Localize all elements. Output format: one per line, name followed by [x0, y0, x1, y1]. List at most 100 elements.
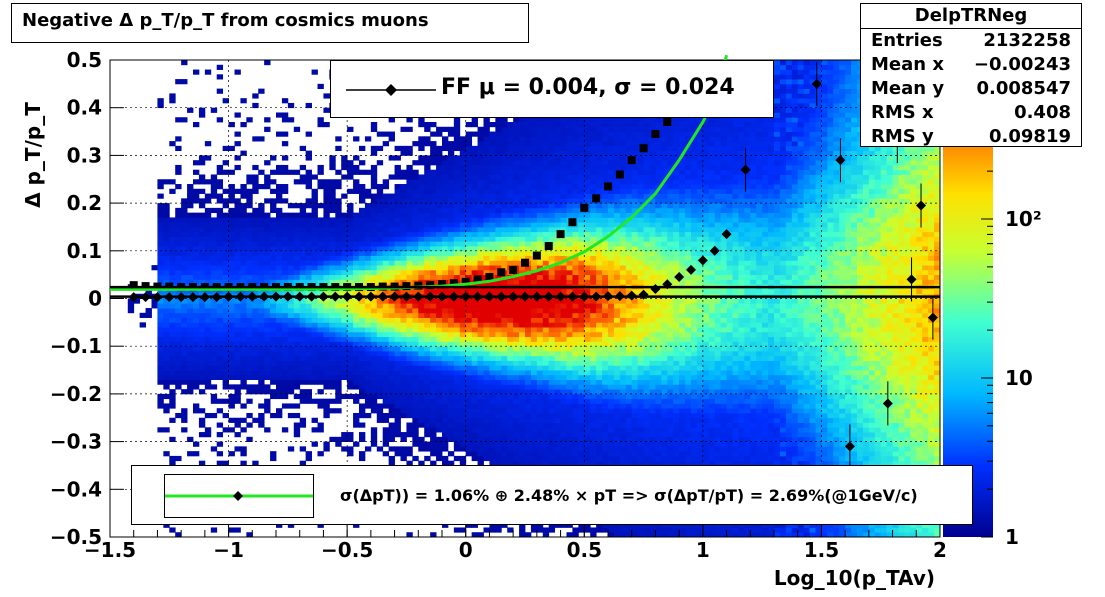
- heatmap-cell: [329, 346, 336, 352]
- heatmap-cell: [548, 412, 556, 419]
- heatmap-cell: [471, 122, 478, 128]
- heatmap-cell: [572, 455, 579, 462]
- heatmap-cell: [572, 308, 579, 314]
- heatmap-cell: [424, 417, 431, 423]
- heatmap-cell: [204, 327, 212, 333]
- heatmap-cell: [584, 241, 591, 247]
- heatmap-cell: [181, 246, 188, 252]
- heatmap-cell: [323, 298, 330, 304]
- heatmap-cell: [323, 350, 330, 357]
- heatmap-cell: [495, 279, 502, 285]
- heatmap-cell: [560, 303, 567, 309]
- heatmap-cell: [453, 398, 461, 404]
- heatmap-cell: [187, 184, 194, 190]
- heatmap-cell: [560, 336, 567, 342]
- heatmap-cell: [554, 269, 561, 276]
- heatmap-cell: [536, 141, 544, 147]
- heatmap-cell: [489, 327, 496, 333]
- heatmap-cell: [222, 226, 229, 233]
- heatmap-cell: [394, 217, 401, 223]
- heatmap-cell: [388, 246, 395, 252]
- heatmap-cell: [329, 379, 336, 385]
- heatmap-cell: [270, 341, 277, 347]
- heatmap-cell: [228, 346, 235, 352]
- heatmap-cell: [412, 198, 419, 204]
- heatmap-cell: [430, 188, 437, 194]
- heatmap-cell: [400, 279, 407, 285]
- heatmap-cell: [311, 360, 318, 366]
- heatmap-cell: [317, 303, 324, 309]
- heatmap-cell: [465, 432, 473, 438]
- heatmap-cell: [276, 308, 283, 314]
- heatmap-cell: [530, 336, 538, 342]
- heatmap-cell: [442, 432, 449, 438]
- heatmap-cell: [507, 141, 514, 147]
- heatmap-cell: [193, 360, 200, 366]
- heatmap-cell: [477, 184, 484, 190]
- heatmap-cell: [169, 312, 176, 318]
- heatmap-cell: [483, 226, 490, 233]
- heatmap-cell: [287, 403, 295, 409]
- heatmap-cell: [412, 360, 419, 366]
- heatmap-cell: [264, 179, 271, 185]
- heatmap-cell: [554, 298, 561, 304]
- heatmap-cell: [477, 532, 484, 538]
- heatmap-cell: [204, 222, 212, 228]
- heatmap-cell: [228, 226, 235, 233]
- heatmap-cell: [447, 327, 455, 333]
- heatmap-cell: [412, 327, 419, 333]
- heatmap-cell: [400, 288, 407, 295]
- heatmap-cell: [566, 136, 573, 142]
- heatmap-cell: [376, 203, 384, 209]
- heatmap-cell: [329, 298, 336, 304]
- heatmap-cell: [465, 393, 473, 400]
- heatmap-cell: [465, 384, 473, 390]
- heatmap-cell: [566, 336, 573, 342]
- heatmap-cell: [548, 308, 556, 314]
- heatmap-cell: [388, 174, 395, 180]
- heatmap-cell: [578, 422, 585, 428]
- heatmap-cell: [276, 279, 283, 285]
- heatmap-cell: [353, 250, 360, 256]
- heatmap-cell: [430, 389, 437, 395]
- heatmap-cell: [590, 527, 597, 533]
- heatmap-cell: [287, 336, 295, 342]
- heatmap-cell: [418, 255, 425, 261]
- heatmap-cell: [501, 222, 508, 228]
- heatmap-cell: [287, 217, 295, 223]
- heatmap-cell: [341, 432, 348, 438]
- heatmap-cell: [216, 88, 224, 94]
- heatmap-cell: [489, 231, 496, 237]
- heatmap-cell: [175, 184, 182, 190]
- heatmap-cell: [442, 193, 449, 199]
- heatmap-cell: [382, 389, 390, 395]
- heatmap-cell: [276, 393, 283, 400]
- heatmap-cell: [530, 412, 538, 419]
- heatmap-cell: [483, 207, 490, 214]
- heatmap-cell: [471, 336, 478, 342]
- heatmap-cell: [495, 169, 502, 175]
- heatmap-cell: [388, 303, 395, 309]
- heatmap-cell: [513, 441, 520, 447]
- heatmap-cell: [264, 160, 271, 166]
- heatmap-cell: [572, 203, 579, 209]
- heatmap-cell: [471, 174, 478, 180]
- heatmap-cell: [359, 365, 366, 371]
- heatmap-cell: [513, 207, 520, 214]
- heatmap-cell: [572, 303, 579, 309]
- heatmap-cell: [258, 217, 265, 223]
- heatmap-cell: [169, 260, 176, 266]
- heatmap-cell: [193, 327, 200, 333]
- heatmap-cell: [424, 322, 431, 328]
- heatmap-cell: [507, 169, 514, 175]
- heatmap-cell: [477, 341, 484, 347]
- heatmap-cell: [287, 260, 295, 266]
- heatmap-cell: [246, 350, 253, 357]
- heatmap-cell: [329, 374, 336, 380]
- heatmap-cell: [187, 298, 194, 304]
- heatmap-cell: [436, 265, 443, 271]
- heatmap-cell: [370, 207, 378, 214]
- heatmap-cell: [477, 308, 484, 314]
- heatmap-cell: [163, 365, 170, 371]
- heatmap-cell: [222, 303, 229, 309]
